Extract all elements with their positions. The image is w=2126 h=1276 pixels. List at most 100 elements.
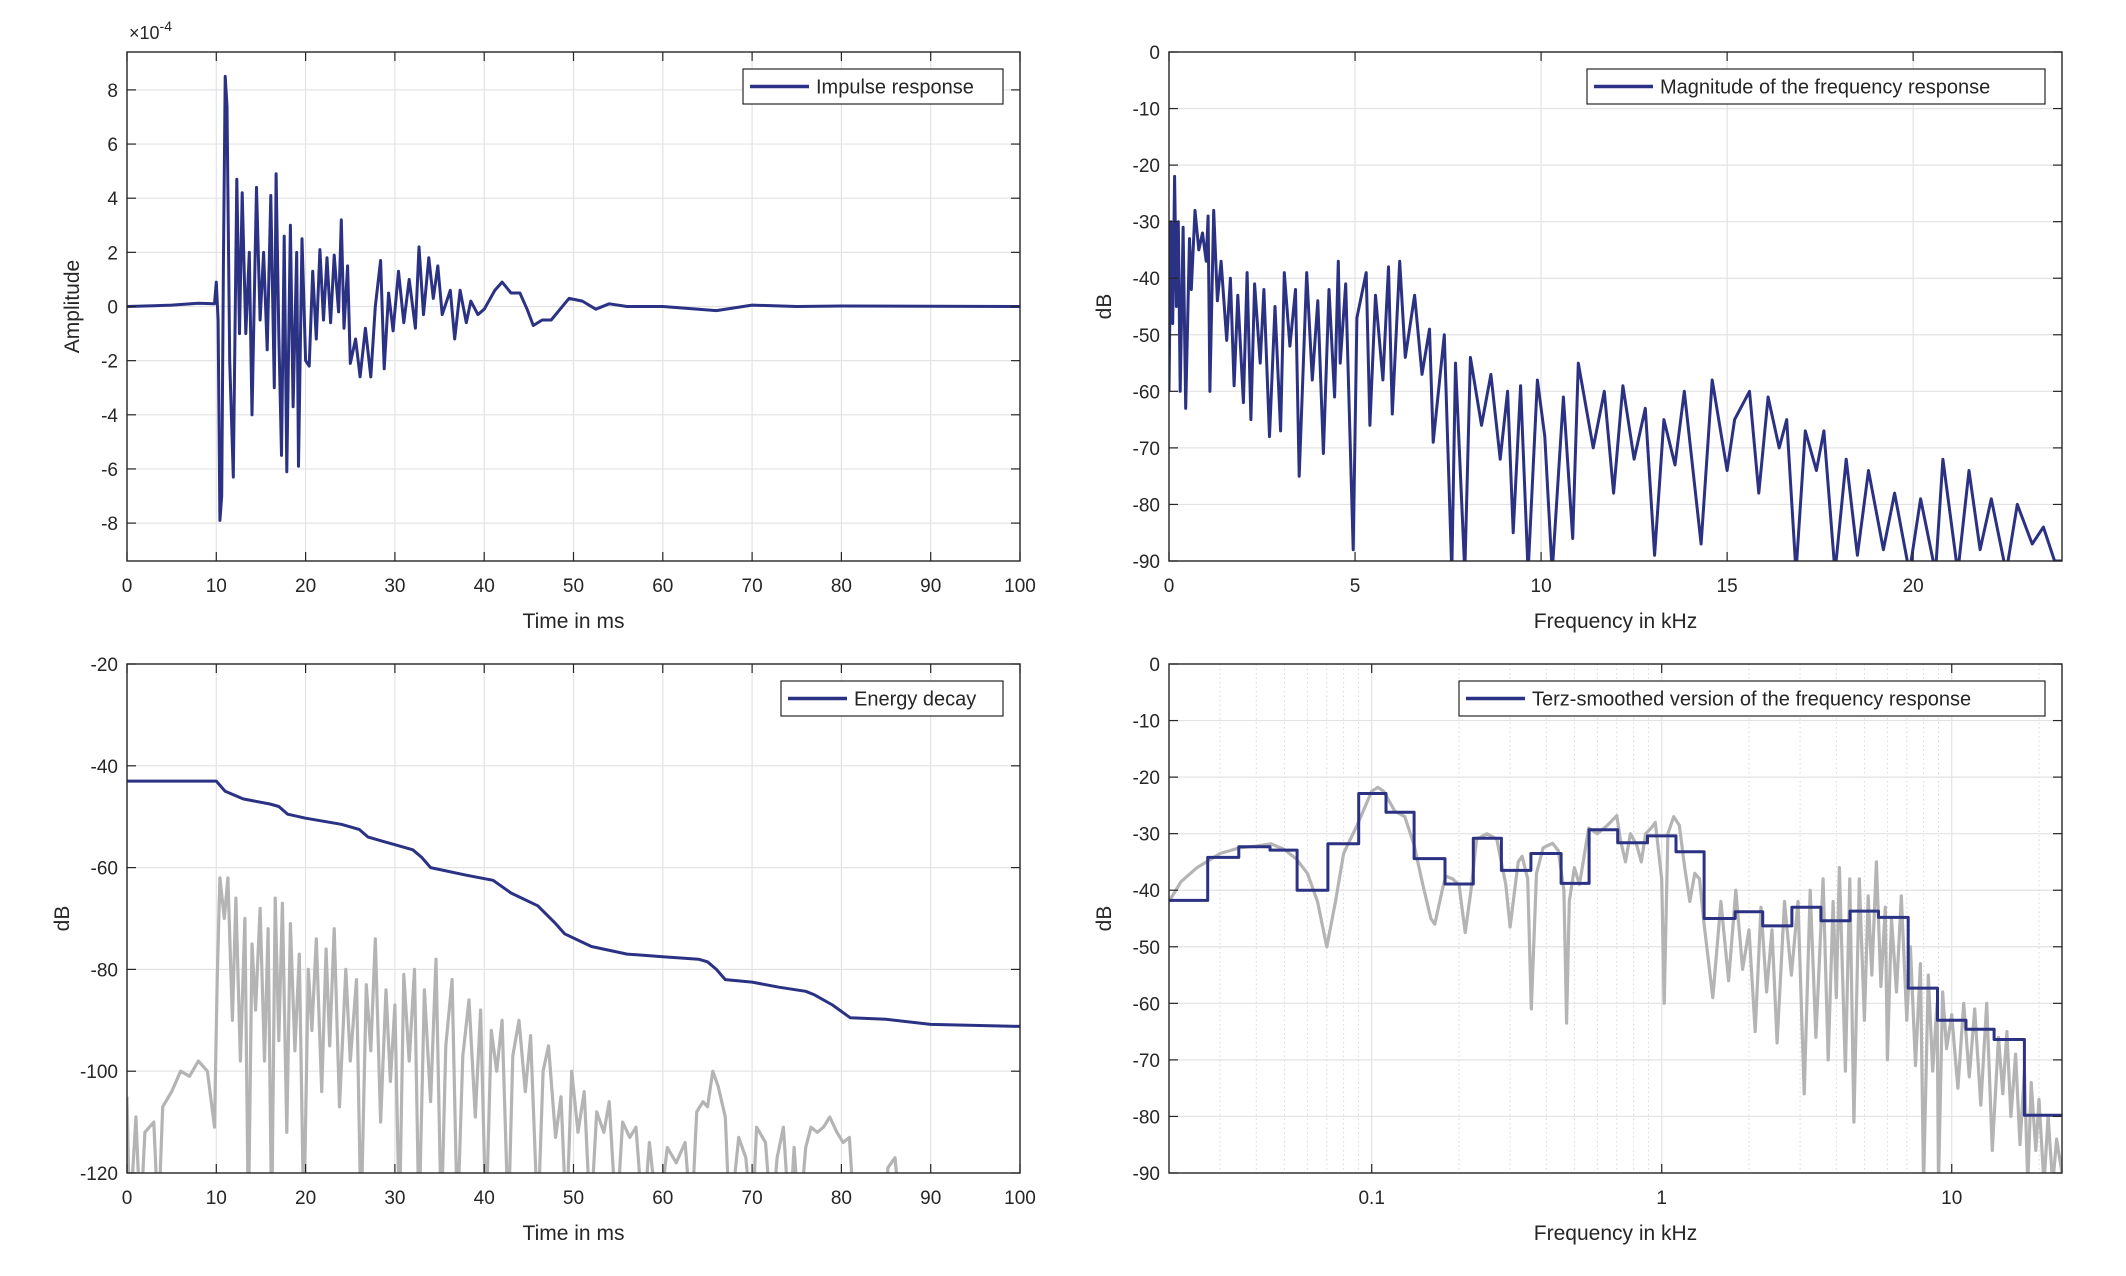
legend-box	[1458, 680, 2046, 717]
x-tick-label: 30	[384, 1188, 405, 1209]
x-tick-label: 50	[563, 576, 584, 597]
chart-energy: 0 10 20 30 40 50 60 70 80 90 100 -120 -100 -80 -60 -40 -…	[51, 655, 1036, 1245]
y-tick-label: -40	[1133, 269, 1160, 290]
x-axis-label: Time in ms	[523, 610, 625, 633]
x-tick-label: 5	[1350, 576, 1361, 597]
y-axis-label: Amplitude	[61, 260, 84, 353]
y-tick-label: -80	[1133, 495, 1160, 516]
y-tick-label: -70	[1133, 439, 1160, 460]
x-tick-label: 0	[122, 576, 133, 597]
axis-exponent-label: ×10-4	[129, 18, 172, 43]
legend-label: Terz-smoothed version of the frequency r…	[1532, 689, 1971, 711]
x-tick-label: 80	[831, 1188, 852, 1209]
axes-box	[1168, 51, 2063, 562]
series-group	[1169, 785, 2062, 1173]
x-tick-label: 40	[474, 1188, 495, 1209]
y-tick-label: -10	[1133, 100, 1160, 121]
series-group	[1169, 174, 2062, 561]
x-tick-label: 0	[122, 1188, 133, 1209]
y-tick-label: -40	[1133, 881, 1160, 902]
y-tick-label: -60	[91, 859, 118, 880]
y-tick-label: -90	[1133, 552, 1160, 573]
y-tick-label: 6	[107, 135, 118, 156]
y-tick-label: -20	[1133, 156, 1160, 177]
y-tick-label: -70	[1133, 1051, 1160, 1072]
y-tick-label: -6	[101, 460, 118, 481]
plot-area	[1169, 664, 2062, 1173]
x-tick-label: 100	[1004, 1188, 1036, 1209]
x-tick-label: 100	[1004, 576, 1036, 597]
x-tick-label: 90	[920, 576, 941, 597]
legend-label: Impulse response	[816, 77, 974, 99]
x-axis-label: Frequency in kHz	[1534, 1222, 1697, 1245]
y-tick-label: -120	[80, 1164, 118, 1185]
x-tick-label: 80	[831, 576, 852, 597]
y-tick-label: -30	[1133, 825, 1160, 846]
x-axis-label: Frequency in kHz	[1534, 610, 1697, 633]
y-tick-label: -40	[91, 757, 118, 778]
x-axis-label: Time in ms	[523, 1222, 625, 1245]
y-tick-label: -60	[1133, 382, 1160, 403]
y-tick-label: 2	[107, 243, 118, 264]
chart-terz: 0.1 1 10 -90 -80 -70 -60 -50 -40 -30 -20 -10 0 Freque…	[1093, 655, 2063, 1245]
series-terz-smoothed-version-of-the-frequency-response	[1169, 792, 2062, 1117]
y-tick-label: -20	[91, 655, 118, 676]
y-tick-label: 0	[107, 298, 118, 319]
legend-box	[1586, 68, 2046, 105]
legend[interactable]: Terz-smoothed version of the frequency r…	[1458, 680, 2046, 717]
legend-label: Magnitude of the frequency response	[1660, 77, 1990, 99]
x-tick-label: 1	[1656, 1188, 1667, 1209]
x-tick-label: 20	[1903, 576, 1924, 597]
y-tick-label: -8	[101, 514, 118, 535]
x-tick-label: 0	[1164, 576, 1175, 597]
y-axis-label: dB	[51, 906, 74, 932]
chart-magnitude: 0 5 10 15 20 -90 -80 -70 -60 -50 -40 -30 -20 -10 0 Freq…	[1093, 43, 2063, 633]
series-squared-impulse-response-db-	[127, 876, 899, 1173]
x-tick-label: 10	[206, 1188, 227, 1209]
axes-box	[1168, 663, 2063, 1174]
y-tick-label: -50	[1133, 326, 1160, 347]
y-tick-label: -30	[1133, 213, 1160, 234]
x-tick-label: 50	[563, 1188, 584, 1209]
y-tick-label: -60	[1133, 994, 1160, 1015]
y-tick-label: -80	[1133, 1107, 1160, 1128]
x-tick-label: 40	[474, 576, 495, 597]
y-tick-label: 4	[107, 189, 118, 210]
x-tick-label: 20	[295, 576, 316, 597]
y-tick-label: -100	[80, 1062, 118, 1083]
legend[interactable]: Impulse response	[742, 68, 1004, 105]
y-axis-label: dB	[1093, 294, 1116, 320]
x-tick-label: 20	[295, 1188, 316, 1209]
y-tick-label: -50	[1133, 938, 1160, 959]
y-tick-label: -90	[1133, 1164, 1160, 1185]
legend[interactable]: Magnitude of the frequency response	[1586, 68, 2046, 105]
x-tick-label: 70	[742, 576, 763, 597]
x-tick-label: 60	[652, 576, 673, 597]
x-tick-label: 0.1	[1358, 1188, 1384, 1209]
series-impulse-response	[127, 74, 1020, 522]
x-tick-label: 70	[742, 1188, 763, 1209]
y-tick-label: -20	[1133, 768, 1160, 789]
y-tick-label: -2	[101, 352, 118, 373]
chart-impulse: 0 10 20 30 40 50 60 70 80 90 100 -8 -6 -4 -2 0 2 4 6 8 Time …	[61, 18, 1036, 633]
x-tick-label: 10	[206, 576, 227, 597]
series-frequency-response	[1169, 785, 2062, 1173]
y-tick-label: 0	[1149, 43, 1160, 64]
x-tick-label: 15	[1717, 576, 1738, 597]
y-tick-label: -10	[1133, 712, 1160, 733]
legend-label: Energy decay	[854, 689, 976, 711]
legend[interactable]: Energy decay	[780, 680, 1004, 717]
series-group	[127, 74, 1020, 522]
y-axis-label: dB	[1093, 906, 1116, 932]
x-tick-label: 10	[1941, 1188, 1962, 1209]
x-tick-label: 90	[920, 1188, 941, 1209]
axis-exponent-power: -4	[160, 18, 173, 34]
series-group	[127, 779, 1020, 1173]
x-tick-label: 60	[652, 1188, 673, 1209]
y-tick-label: 8	[107, 81, 118, 102]
x-tick-label: 10	[1531, 576, 1552, 597]
x-tick-label: 30	[384, 576, 405, 597]
series-energy-decay	[127, 779, 1020, 1028]
series-magnitude-of-the-frequency-response	[1169, 174, 2062, 561]
